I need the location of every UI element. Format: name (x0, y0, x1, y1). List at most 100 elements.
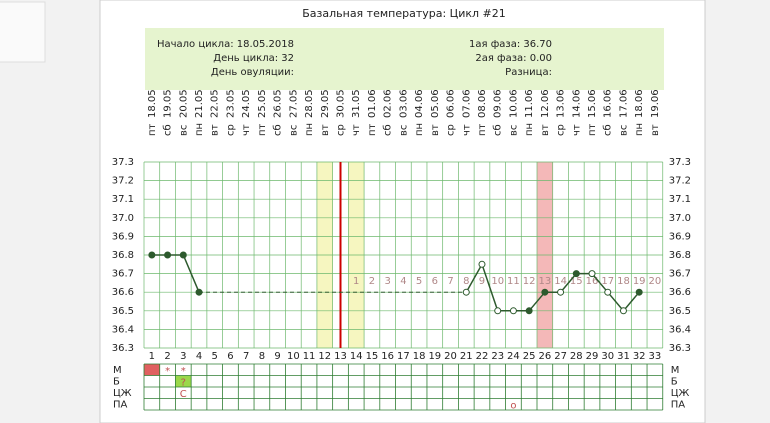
y-tick-label-right: 36.5 (669, 306, 691, 317)
x-tick-label: 20 (444, 351, 457, 362)
row-label: М (113, 365, 122, 376)
info-right: 2ая фаза: 0.00 (475, 53, 552, 64)
x-tick-label: 8 (259, 351, 265, 362)
weekday-label: ср (336, 124, 347, 136)
date-label: 16.06 (603, 89, 614, 118)
y-tick-label-right: 37.0 (669, 213, 691, 224)
weekday-label: пт (587, 123, 598, 136)
phase-day-label: 7 (447, 276, 453, 287)
weekday-label: сб (603, 124, 614, 136)
cell-text: o (510, 400, 516, 411)
point (509, 307, 517, 315)
row-label-right: М (671, 365, 680, 376)
info-box (145, 28, 664, 90)
line (151, 254, 200, 293)
x-tick-label: 7 (243, 351, 249, 362)
y-tick-label: 37.0 (112, 213, 134, 224)
phase-day-label: 6 (432, 276, 438, 287)
weekday-label: пт (477, 123, 488, 136)
y-tick-label: 36.4 (112, 324, 134, 335)
weekday-label: вс (178, 125, 189, 136)
weekday-label: чт (461, 124, 472, 136)
x-tick-label: 26 (538, 351, 551, 362)
y-tick-label-right: 36.7 (669, 269, 691, 280)
weekday-label: вт (320, 124, 331, 136)
point (541, 288, 549, 296)
row-label-right: ПА (671, 399, 686, 410)
x-tick-label: 5 (212, 351, 218, 362)
date-label: 04.06 (414, 89, 425, 118)
date-label: 03.06 (398, 89, 409, 118)
weekday-label: пн (414, 123, 425, 136)
x-tick-label: 10 (287, 351, 300, 362)
phase-day-label: 14 (554, 276, 567, 287)
date-label: 11.06 (524, 89, 535, 118)
point (604, 288, 612, 296)
date-label: 22.05 (210, 89, 221, 118)
y-tick-label-right: 37.3 (669, 157, 691, 168)
weekday-label: пт (257, 123, 268, 136)
point (572, 270, 580, 278)
info-right: 1ая фаза: 36.70 (469, 39, 552, 50)
line (465, 262, 640, 312)
weekday-label: вс (508, 125, 519, 136)
date-label: 24.05 (241, 89, 252, 118)
side-panel (0, 1, 46, 63)
x-tick-label: 28 (570, 351, 583, 362)
y-tick-label: 36.7 (112, 269, 134, 280)
y-tick-label: 36.3 (112, 343, 134, 354)
date-label: 29.05 (320, 89, 331, 118)
point (164, 251, 172, 259)
weekday-label: пт (367, 123, 378, 136)
weekday-label: чт (571, 124, 582, 136)
phase-day-label: 3 (384, 276, 390, 287)
x-tick-label: 30 (601, 351, 614, 362)
x-tick-label: 6 (227, 351, 233, 362)
x-tick-label: 14 (350, 351, 363, 362)
point (195, 288, 203, 296)
date-label: 27.05 (288, 89, 299, 118)
phase-day-label: 4 (400, 276, 406, 287)
phase-day-label: 8 (463, 276, 469, 287)
x-tick-label: 1 (149, 351, 155, 362)
date-label: 15.06 (587, 89, 598, 118)
x-tick-label: 25 (523, 351, 536, 362)
point (462, 288, 470, 296)
y-tick-label-right: 36.6 (669, 287, 691, 298)
y-tick-label: 37.1 (112, 194, 134, 205)
phase-day-label: 9 (479, 276, 485, 287)
weekday-label: вт (650, 124, 661, 136)
point (525, 307, 533, 315)
y-tick-label-right: 36.9 (669, 231, 691, 242)
x-tick-label: 24 (507, 351, 520, 362)
x-tick-label: 19 (428, 351, 441, 362)
date-label: 06.06 (446, 89, 457, 118)
date-label: 17.06 (618, 89, 629, 118)
cell-text: * (165, 366, 170, 377)
point (478, 260, 486, 268)
date-label: 01.06 (367, 89, 378, 118)
weekday-label: вс (398, 125, 409, 136)
x-tick-label: 23 (491, 351, 504, 362)
phase-day-label: 19 (633, 276, 646, 287)
cell-highlight (175, 375, 192, 387)
weekday-label: чт (241, 124, 252, 136)
y-tick-label-right: 36.3 (669, 343, 691, 354)
weekday-label: пн (194, 123, 205, 136)
y-tick-label-right: 37.2 (669, 176, 691, 187)
phase-day-label: 2 (369, 276, 375, 287)
date-label: 14.06 (571, 89, 582, 118)
phase-day-label: 17 (601, 276, 614, 287)
x-tick-label: 9 (274, 351, 280, 362)
x-tick-label: 12 (318, 351, 331, 362)
date-label: 07.06 (461, 89, 472, 118)
date-label: 25.05 (257, 89, 268, 118)
weekday-label: пн (634, 123, 645, 136)
weekday-label: сб (273, 124, 284, 136)
cell-highlight (144, 364, 160, 376)
point (635, 288, 643, 296)
x-tick-label: 11 (303, 351, 316, 362)
x-tick-label: 33 (649, 351, 662, 362)
info-left: День овуляции: (211, 67, 294, 78)
